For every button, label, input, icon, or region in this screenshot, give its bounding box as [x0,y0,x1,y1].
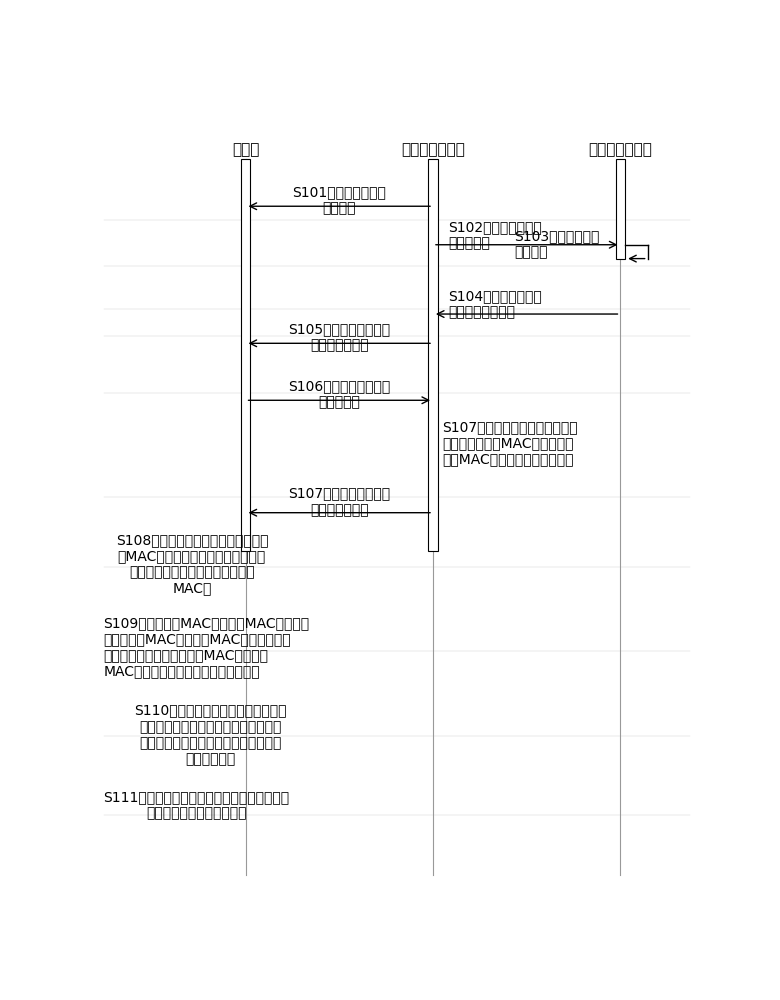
Text: S107、利用外部认证密钥对第一
随机数计算第一MAC码，并将该
第一MAC码组装成外部认证指令: S107、利用外部认证密钥对第一 随机数计算第一MAC码，并将该 第一MAC码组… [442,420,578,467]
Text: S111、若状态标识正确，智能卡允许受理终端
对所述智能卡进行读写操作: S111、若状态标识正确，智能卡允许受理终端 对所述智能卡进行读写操作 [104,790,289,820]
Text: S107、将该外部认证指
令发送至智能卡: S107、将该外部认证指 令发送至智能卡 [289,487,390,517]
Bar [615,158,626,259]
Text: S110、当智能卡受理终端为合法终端
时，智能卡执行所述外部认证指令对应
的操作，并向受理终端返回所述操作对
应的状态标识: S110、当智能卡受理终端为合法终端 时，智能卡执行所述外部认证指令对应 的操作… [134,704,286,766]
Text: S103、分散出外部
认证密钥: S103、分散出外部 认证密钥 [515,229,600,260]
Text: S109、比较第一MAC码和第二MAC码是否一
致，当第一MAC码和第二MAC码一致时，受
理终端为合法终端，当第一MAC码和第二
MAC码不一致时，受理终端为: S109、比较第一MAC码和第二MAC码是否一 致，当第一MAC码和第二MAC码… [104,616,310,678]
Text: S106、向受理终端返回
第一随机数: S106、向受理终端返回 第一随机数 [288,379,391,409]
Text: 智能卡: 智能卡 [232,142,259,157]
Text: S104、将外部认证密
钥发送至受理终端: S104、将外部认证密 钥发送至受理终端 [448,289,542,320]
Text: S102、将识别信息发
送至动态库: S102、将识别信息发 送至动态库 [448,220,542,250]
Text: S105、向智能卡发送获
取随机数的指令: S105、向智能卡发送获 取随机数的指令 [289,322,390,352]
Text: S101、获取智能卡的
识别信息: S101、获取智能卡的 识别信息 [292,185,386,216]
Text: 密钥分散动态库: 密钥分散动态库 [588,142,652,157]
Bar [428,158,438,551]
Text: S108、截取所述外部认证指令中的第
一MAC码，利用智能卡自身存储的外
部认证密钥对第一随机数计算第二
MAC码: S108、截取所述外部认证指令中的第 一MAC码，利用智能卡自身存储的外 部认证… [115,533,268,595]
Bar [241,158,250,551]
Text: 智能卡受理终端: 智能卡受理终端 [401,142,465,157]
